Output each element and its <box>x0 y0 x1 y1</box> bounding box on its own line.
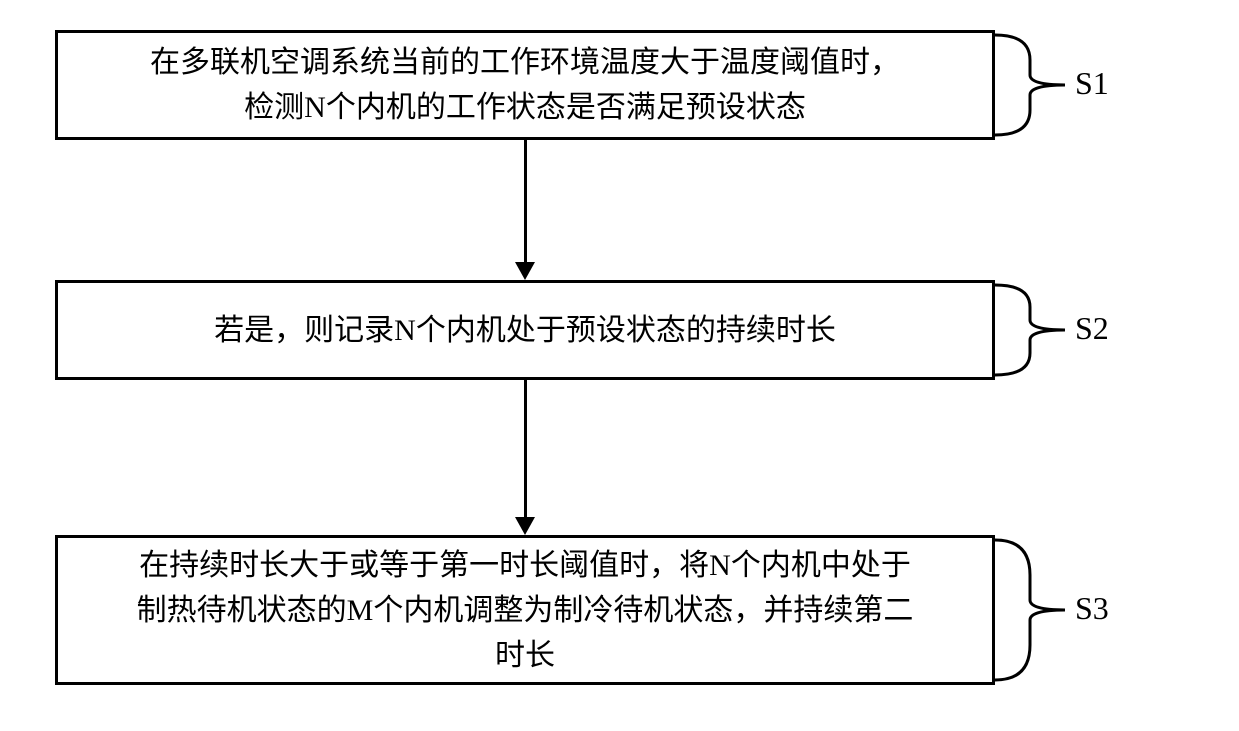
arrow-line-2 <box>524 380 527 517</box>
brace-s3 <box>995 535 1070 685</box>
brace-s2 <box>995 280 1070 380</box>
flow-text-s1: 在多联机空调系统当前的工作环境温度大于温度阈值时， 检测N个内机的工作状态是否满… <box>150 40 900 130</box>
arrow-line-1 <box>524 140 527 262</box>
flow-text-s2: 若是，则记录N个内机处于预设状态的持续时长 <box>214 308 836 353</box>
flow-box-s3: 在持续时长大于或等于第一时长阈值时，将N个内机中处于 制热待机状态的M个内机调整… <box>55 535 995 685</box>
s1-line1: 在多联机空调系统当前的工作环境温度大于温度阈值时， <box>150 46 900 79</box>
flow-box-s2: 若是，则记录N个内机处于预设状态的持续时长 <box>55 280 995 380</box>
s3-line3: 时长 <box>495 639 555 672</box>
s2-line1: 若是，则记录N个内机处于预设状态的持续时长 <box>214 314 836 347</box>
flowchart-container: 在多联机空调系统当前的工作环境温度大于温度阈值时， 检测N个内机的工作状态是否满… <box>0 0 1239 731</box>
brace-s1 <box>995 30 1070 140</box>
s3-line2: 制热待机状态的M个内机调整为制冷待机状态，并持续第二 <box>137 594 914 627</box>
label-s2: S2 <box>1075 310 1109 347</box>
arrow-head-1 <box>515 262 535 280</box>
s1-line2: 检测N个内机的工作状态是否满足预设状态 <box>244 91 806 124</box>
flow-text-s3: 在持续时长大于或等于第一时长阈值时，将N个内机中处于 制热待机状态的M个内机调整… <box>137 543 914 678</box>
label-s1: S1 <box>1075 65 1109 102</box>
arrow-head-2 <box>515 517 535 535</box>
flow-box-s1: 在多联机空调系统当前的工作环境温度大于温度阈值时， 检测N个内机的工作状态是否满… <box>55 30 995 140</box>
label-s3: S3 <box>1075 590 1109 627</box>
s3-line1: 在持续时长大于或等于第一时长阈值时，将N个内机中处于 <box>139 549 911 582</box>
